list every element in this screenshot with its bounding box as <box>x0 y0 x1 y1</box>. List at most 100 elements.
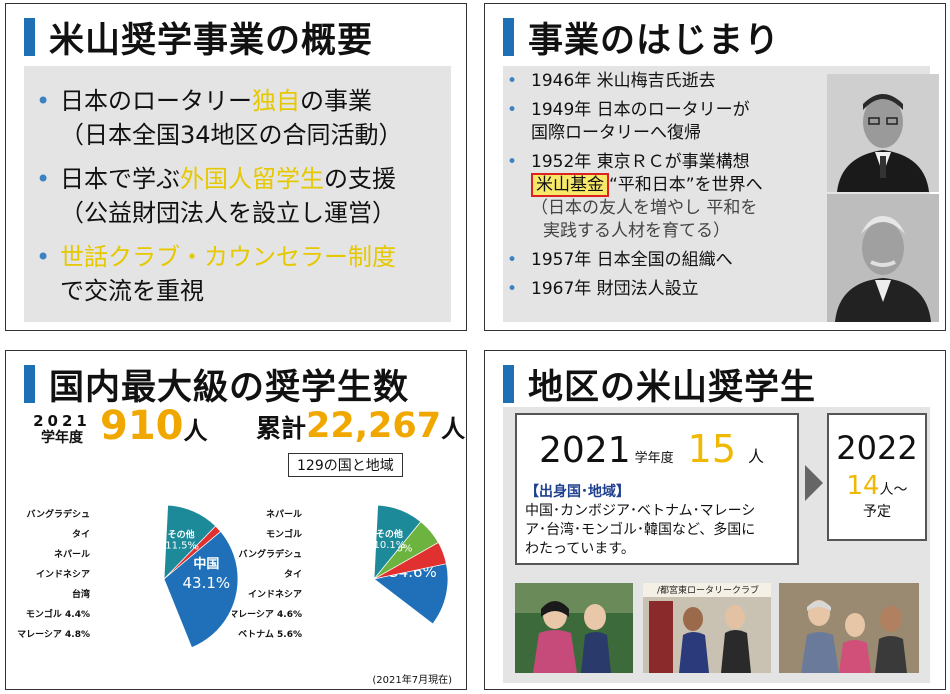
date-note: (2021年7月現在) <box>372 675 452 686</box>
panel-scholar-count-title-text: 国内最大級の奨学生数 <box>49 367 410 408</box>
pie-small-label-4: マレーシア 4.8% <box>17 629 90 640</box>
pie-chart-total: 中国34.6%韓国20.9%台湾16.0%その他10.1%ネパールモンゴルバング… <box>232 504 449 640</box>
total-count-label: 累計 <box>256 414 307 443</box>
total-count-unit: 人 <box>441 415 466 443</box>
year-label-num: 2021 <box>33 412 91 430</box>
panel-beginning-title-text: 事業のはじまり <box>528 20 781 61</box>
pie-label-11: その他 <box>376 528 403 540</box>
timeline-item-1952-l1: 1952年 東京ＲＣが事業構想 <box>531 152 750 172</box>
title-bar-icon <box>503 365 514 403</box>
pie-small-label-7: タイ <box>284 568 302 580</box>
overview-item-1-text-post: の事業 <box>300 87 372 115</box>
overview-item-3-highlight: 世話クラブ・カウンセラー制度 <box>60 243 396 271</box>
scholar-photo-1 <box>515 583 633 673</box>
pie-small-label-10: ネパール <box>266 508 302 520</box>
pie-small-label-6: 台湾 <box>72 588 90 600</box>
origin-heading: 【出身国･地域】 <box>525 484 630 500</box>
pie-small-label-8: バングラデシュ <box>239 548 302 560</box>
pie-small-label-9: タイ <box>72 528 90 540</box>
pie-label-1: 中国 <box>193 556 219 572</box>
portrait-photo-bottom <box>827 194 939 322</box>
overview-item-3-sub: で交流を重視 <box>60 277 204 305</box>
pie-label-11: その他 <box>168 529 195 541</box>
panel-overview-title-text: 米山奨学事業の概要 <box>49 20 374 61</box>
panel-district-scholars-title: 地区の米山奨学生 <box>503 359 816 409</box>
pie-slice-11 <box>163 504 217 581</box>
pie-small-label-7: インドネシア <box>36 569 90 580</box>
year-label: 2021 学年度 <box>32 413 92 447</box>
timeline-item-1946: 1946年 米山梅吉氏逝去 <box>503 70 763 93</box>
portrait-photo-top <box>827 74 939 192</box>
origin-line-3: わたっています。 <box>525 541 635 557</box>
pie-small-label-6: インドネシア <box>248 589 302 600</box>
year-label-suffix: 学年度 <box>41 430 83 446</box>
next-count-line: 14人～ <box>829 471 925 501</box>
overview-item-1-sub: （日本全国34地区の合同活動） <box>60 121 403 149</box>
overview-item-1: 日本のロータリー独自の事業 （日本全国34地区の合同活動） <box>32 84 403 152</box>
next-year-box: 2022 14人～ 予定 <box>827 413 927 541</box>
current-year: 2021 <box>539 430 631 471</box>
next-year: 2022 <box>836 429 918 467</box>
timeline-item-1949-l2: 国際ロータリーへ復帰 <box>531 123 701 143</box>
timeline-item-1949-l1: 1949年 日本のロータリーが <box>531 100 750 120</box>
pie-small-label-9: モンゴル <box>266 528 302 540</box>
current-count: 910人 <box>100 403 208 449</box>
title-bar-icon <box>24 18 35 56</box>
pie-value-1: 43.1% <box>182 574 230 592</box>
overview-item-2: 日本で学ぶ外国人留学生の支援 （公益財団法人を設立し運営） <box>32 162 403 230</box>
timeline-item-1952-l3: （日本の友人を増やし 平和を <box>531 198 758 218</box>
panel-overview: 米山奨学事業の概要 日本のロータリー独自の事業 （日本全国34地区の合同活動） … <box>5 3 467 331</box>
panel-overview-title: 米山奨学事業の概要 <box>24 12 373 62</box>
next-count: 14 <box>846 471 880 501</box>
timeline-item-1957-text: 1957年 日本全国の組織へ <box>531 250 733 270</box>
current-year-box: 2021 学年度 15 人 【出身国･地域】 中国･カンボジア･ベトナム･マレーシ ア… <box>515 413 799 565</box>
yoneyama-fund-highlight: 米山基金 <box>531 173 609 197</box>
scholar-photo-2 <box>643 583 771 673</box>
countries-note: 129の国と地域 <box>288 453 403 477</box>
current-year-suffix: 学年度 <box>634 451 674 466</box>
arrow-right-icon <box>805 465 823 501</box>
panel-district-scholars: 地区の米山奨学生 2021 学年度 15 人 【出身国･地域】 中国･カンボジア･ベト… <box>484 350 946 690</box>
pie-value-11: 10.1% <box>374 540 406 551</box>
current-count-unit: 人 <box>183 417 208 445</box>
overview-list: 日本のロータリー独自の事業 （日本全国34地区の合同活動） 日本で学ぶ外国人留学… <box>32 84 403 308</box>
overview-item-2-text-post: の支援 <box>324 165 396 193</box>
overview-item-2-sub: （公益財団法人を設立し運営） <box>60 199 396 227</box>
pie-small-label-4: ベトナム 5.6% <box>238 629 302 640</box>
timeline-item-1967-text: 1967年 財団法人設立 <box>531 279 699 299</box>
current-count-number: 910 <box>100 403 184 449</box>
panel-scholar-count-title: 国内最大級の奨学生数 <box>24 359 409 409</box>
title-bar-icon <box>503 18 514 56</box>
panel-beginning-title: 事業のはじまり <box>503 12 780 62</box>
pie-chart-2021: 中国43.1%ベトナム13.1%韓国9.5%その他11.5%バングラデシュタイネ… <box>17 504 238 649</box>
overview-content: 日本のロータリー独自の事業 （日本全国34地区の合同活動） 日本で学ぶ外国人留学… <box>24 66 451 322</box>
overview-item-1-highlight: 独自 <box>252 87 300 115</box>
next-count-unit: 人～ <box>879 482 908 498</box>
next-note: 予定 <box>863 504 891 520</box>
timeline-item-1967: 1967年 財団法人設立 <box>503 278 763 301</box>
timeline-item-1957: 1957年 日本全国の組織へ <box>503 249 763 272</box>
pie-value-11: 11.5% <box>165 541 197 552</box>
title-bar-icon <box>24 365 35 403</box>
panel-scholar-count: 国内最大級の奨学生数 2021 学年度 910人 累計22,267人 129の国… <box>5 350 467 690</box>
origin-line-1: 中国･カンボジア･ベトナム･マレーシ <box>525 503 756 519</box>
origin-line-2: ア･台湾･モンゴル･韓国など、多国に <box>525 522 756 538</box>
total-count: 累計22,267人 <box>256 406 465 446</box>
scholar-photo-3 <box>779 583 919 673</box>
timeline-item-1946-text: 1946年 米山梅吉氏逝去 <box>531 71 716 91</box>
pie-small-label-5: モンゴル 4.4% <box>26 608 90 620</box>
pie-slice-11 <box>373 504 422 581</box>
timeline-list: 1946年 米山梅吉氏逝去 1949年 日本のロータリーが 国際ロータリーへ復帰… <box>503 70 763 301</box>
total-count-number: 22,267 <box>306 406 442 446</box>
pie-small-label-8: ネパール <box>54 548 90 560</box>
origin-info: 【出身国･地域】 中国･カンボジア･ベトナム･マレーシ ア･台湾･モンゴル･韓国… <box>525 483 755 559</box>
overview-item-2-highlight: 外国人留学生 <box>180 165 324 193</box>
overview-item-1-text: 日本のロータリー <box>60 87 252 115</box>
timeline-item-1952-l2: “平和日本”を世界へ <box>609 175 763 195</box>
overview-item-2-text: 日本で学ぶ <box>60 165 180 193</box>
timeline-item-1952: 1952年 東京ＲＣが事業構想 米山基金“平和日本”を世界へ （日本の友人を増や… <box>503 151 763 243</box>
panel-district-scholars-title-text: 地区の米山奨学生 <box>528 367 817 408</box>
current-scholar-count: 15 <box>687 427 736 471</box>
pie-small-label-10: バングラデシュ <box>27 508 90 520</box>
timeline-item-1949: 1949年 日本のロータリーが 国際ロータリーへ復帰 <box>503 99 763 145</box>
